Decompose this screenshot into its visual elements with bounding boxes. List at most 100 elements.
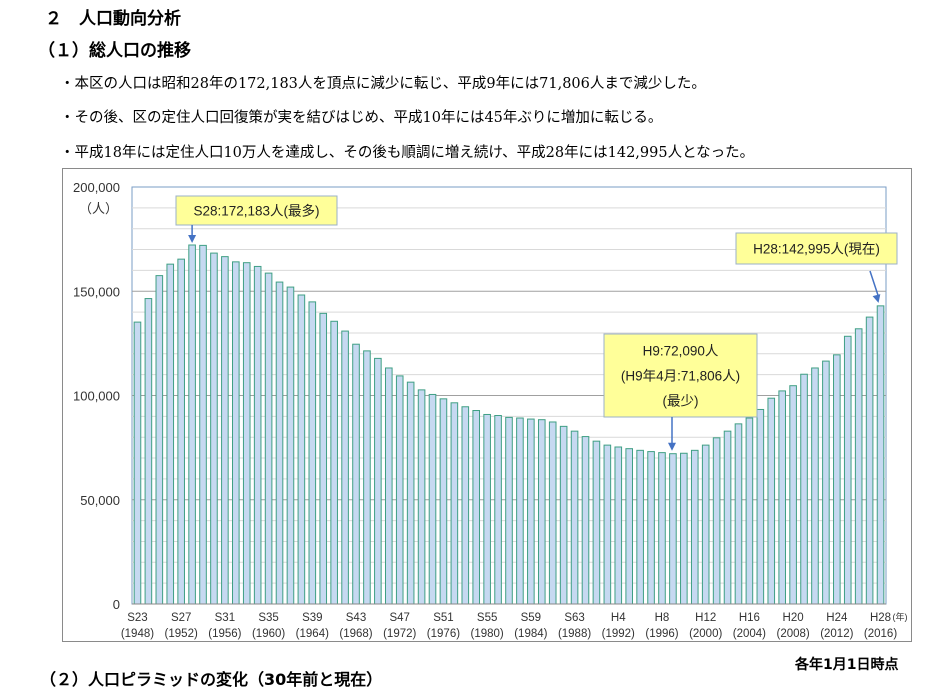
bar-2015 (865, 316, 874, 605)
bar-1952 (177, 258, 185, 605)
callout-text: S28:172,183人(最多) (193, 203, 319, 219)
bar-1958 (242, 262, 251, 605)
x-tick-era: S27 (171, 612, 191, 624)
bar-1972 (395, 375, 404, 605)
bar-1962 (286, 286, 295, 605)
bar-1956 (221, 256, 229, 605)
bar-1949 (144, 298, 153, 605)
bar-1973 (406, 381, 415, 605)
bar-1953 (188, 244, 196, 605)
bar-2013 (843, 335, 852, 605)
y-tick-label: 150,000 (73, 284, 120, 299)
bar-1994 (636, 449, 644, 605)
x-tick-era: S43 (346, 612, 366, 624)
bar-2012 (833, 354, 841, 605)
arrow-head-icon (872, 294, 881, 303)
bar-1982 (505, 416, 513, 605)
bar-2016 (876, 305, 885, 605)
x-tick-era: S63 (564, 612, 584, 624)
x-tick-year: (2004) (733, 628, 766, 640)
chart-frame (62, 168, 912, 642)
bar-1969 (363, 350, 371, 605)
bar-1999 (690, 449, 699, 605)
bar-1968 (352, 343, 360, 605)
bar-2003 (734, 423, 743, 605)
x-tick-era: H8 (655, 612, 670, 624)
next-heading: （２）人口ピラミッドの変化（30年前と現在） (40, 670, 383, 689)
bar-1971 (384, 367, 393, 605)
bar-1990 (592, 440, 601, 605)
x-tick-era: S35 (258, 612, 278, 624)
bar-1993 (625, 448, 634, 605)
bar-1970 (374, 357, 382, 605)
x-tick-year: (2008) (776, 628, 809, 640)
bar-1975 (428, 393, 437, 605)
x-tick-year: (1968) (339, 628, 372, 640)
bullet-text: ・本区の人口は昭和28年の172,183人を頂点に減少に転じ、平成9年には71,… (60, 76, 706, 92)
callout-min (603, 333, 758, 418)
callout-max (175, 195, 338, 226)
subsection-title: （１）総人口の推移 (38, 41, 191, 61)
x-tick-year: (1976) (427, 628, 460, 640)
bar-1976 (439, 398, 448, 605)
bar-2014 (854, 328, 863, 605)
bar-1964 (308, 301, 317, 605)
x-tick-year: (1992) (602, 628, 635, 640)
bar-1954 (199, 244, 207, 605)
bar-2006 (767, 397, 776, 605)
bar-2010 (811, 367, 819, 605)
bar-1963 (297, 294, 306, 605)
x-tick-year: (1956) (208, 628, 241, 640)
callout-text: (H9年4月:71,806人) (621, 369, 740, 384)
x-tick-era: S55 (477, 612, 497, 624)
callout-text: H28:142,995人(現在) (753, 242, 880, 257)
arrow-line (869, 270, 880, 298)
bar-1966 (330, 320, 338, 605)
x-tick-era: S47 (389, 612, 409, 624)
bar-1961 (275, 281, 284, 605)
bar-2011 (822, 360, 830, 605)
bar-1948 (133, 321, 142, 605)
bar-1985 (537, 419, 546, 605)
x-tick-year: (2000) (689, 628, 722, 640)
x-tick-year: (1972) (383, 628, 416, 640)
bar-1967 (341, 330, 349, 605)
footnote: 各年1月1日時点 (795, 657, 899, 673)
bar-2000 (701, 444, 710, 605)
callout-text: (最少) (663, 394, 699, 409)
y-axis-unit: （人） (79, 201, 118, 216)
bullet-text: ・その後、区の定住人口回復策が実を結びはじめ、平成10年には45年ぶりに増加に転… (60, 110, 663, 126)
bar-1979 (472, 410, 481, 605)
bar-2007 (778, 390, 786, 605)
y-tick-label: 50,000 (80, 493, 120, 508)
y-tick-label: 0 (113, 597, 120, 612)
bar-1992 (614, 446, 623, 605)
x-tick-era: H28 (870, 612, 891, 624)
bar-1959 (253, 265, 262, 605)
x-tick-era: H12 (695, 612, 716, 624)
bar-1960 (264, 272, 273, 605)
bar-1984 (527, 418, 535, 605)
bullet-text: ・平成18年には定住人口10万人を達成し、その後も順調に増え続け、平成28年には… (60, 145, 755, 161)
x-tick-era: H24 (826, 612, 848, 624)
bar-1987 (559, 425, 568, 605)
x-tick-year: (2016) (864, 628, 897, 640)
bar-1998 (680, 452, 688, 605)
x-tick-year: (1984) (514, 628, 547, 640)
population-bar-chart: 0 50,000 100,000 150,000 200,000 （人） S23 (1948)… (73, 180, 908, 640)
x-tick-year: (1980) (471, 628, 504, 640)
x-tick-year: (1996) (645, 628, 678, 640)
bar-1989 (581, 436, 590, 605)
bar-1951 (166, 263, 175, 605)
bar-1997 (669, 453, 677, 605)
bar-1977 (450, 402, 459, 605)
bar-2001 (712, 437, 721, 605)
x-tick-era: S23 (127, 612, 147, 624)
x-tick-era: S51 (433, 612, 453, 624)
bar-2008 (789, 385, 797, 605)
x-tick-year: (1948) (121, 628, 154, 640)
arrow-head-icon (188, 234, 197, 243)
bar-1988 (570, 430, 579, 605)
x-tick-era: S31 (215, 612, 235, 624)
arrow-head-icon (668, 442, 676, 451)
